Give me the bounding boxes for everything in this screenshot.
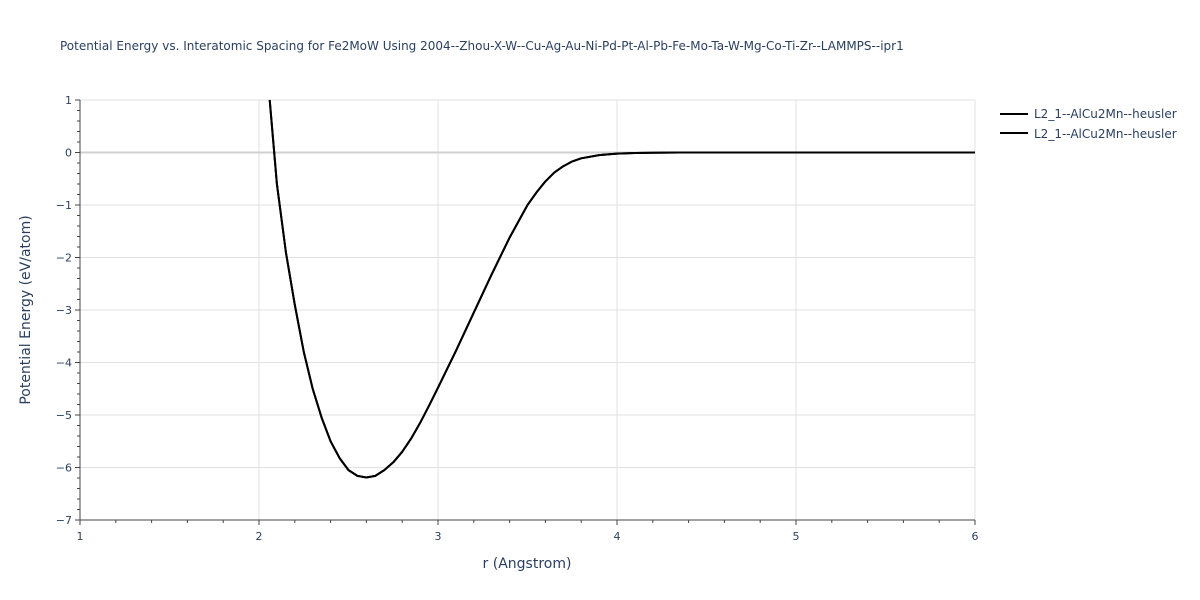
legend-label: L2_1--AlCu2Mn--heusler: [1034, 107, 1177, 121]
y-tick-label: −4: [56, 357, 72, 370]
legend-label: L2_1--AlCu2Mn--heusler: [1034, 127, 1177, 141]
y-tick-label: 1: [65, 94, 72, 107]
y-tick-label: −5: [56, 409, 72, 422]
legend[interactable]: L2_1--AlCu2Mn--heusler L2_1--AlCu2Mn--he…: [1000, 107, 1177, 141]
legend-item[interactable]: L2_1--AlCu2Mn--heusler: [1000, 107, 1177, 121]
chart-title: Potential Energy vs. Interatomic Spacing…: [60, 39, 904, 53]
y-tick-label: −1: [56, 199, 72, 212]
series-line-0: [268, 100, 975, 479]
axis-layer: [75, 99, 976, 525]
x-tick-label: 1: [77, 530, 84, 543]
grid-layer: [80, 99, 976, 520]
y-axis-label: Potential Energy (eV/atom): [18, 215, 34, 404]
y-tick-label: −2: [56, 252, 72, 265]
x-tick-label: 2: [256, 530, 263, 543]
y-tick-label: 0: [65, 147, 72, 160]
series-layer: [268, 100, 975, 479]
x-axis-label: r (Angstrom): [483, 556, 572, 572]
y-tick-label: −3: [56, 304, 72, 317]
legend-item[interactable]: L2_1--AlCu2Mn--heusler: [1000, 127, 1177, 141]
x-tick-label: 3: [435, 530, 442, 543]
y-tick-label: −6: [56, 462, 72, 475]
tick-layer: 1 2 3 4 5 6 1 0 −1 −2 −3 −4 −5 −6 −7: [56, 94, 979, 543]
x-tick-label: 4: [614, 530, 621, 543]
x-tick-label: 6: [972, 530, 979, 543]
x-tick-label: 5: [793, 530, 800, 543]
series-line-1: [268, 100, 975, 479]
y-tick-label: −7: [56, 514, 72, 527]
